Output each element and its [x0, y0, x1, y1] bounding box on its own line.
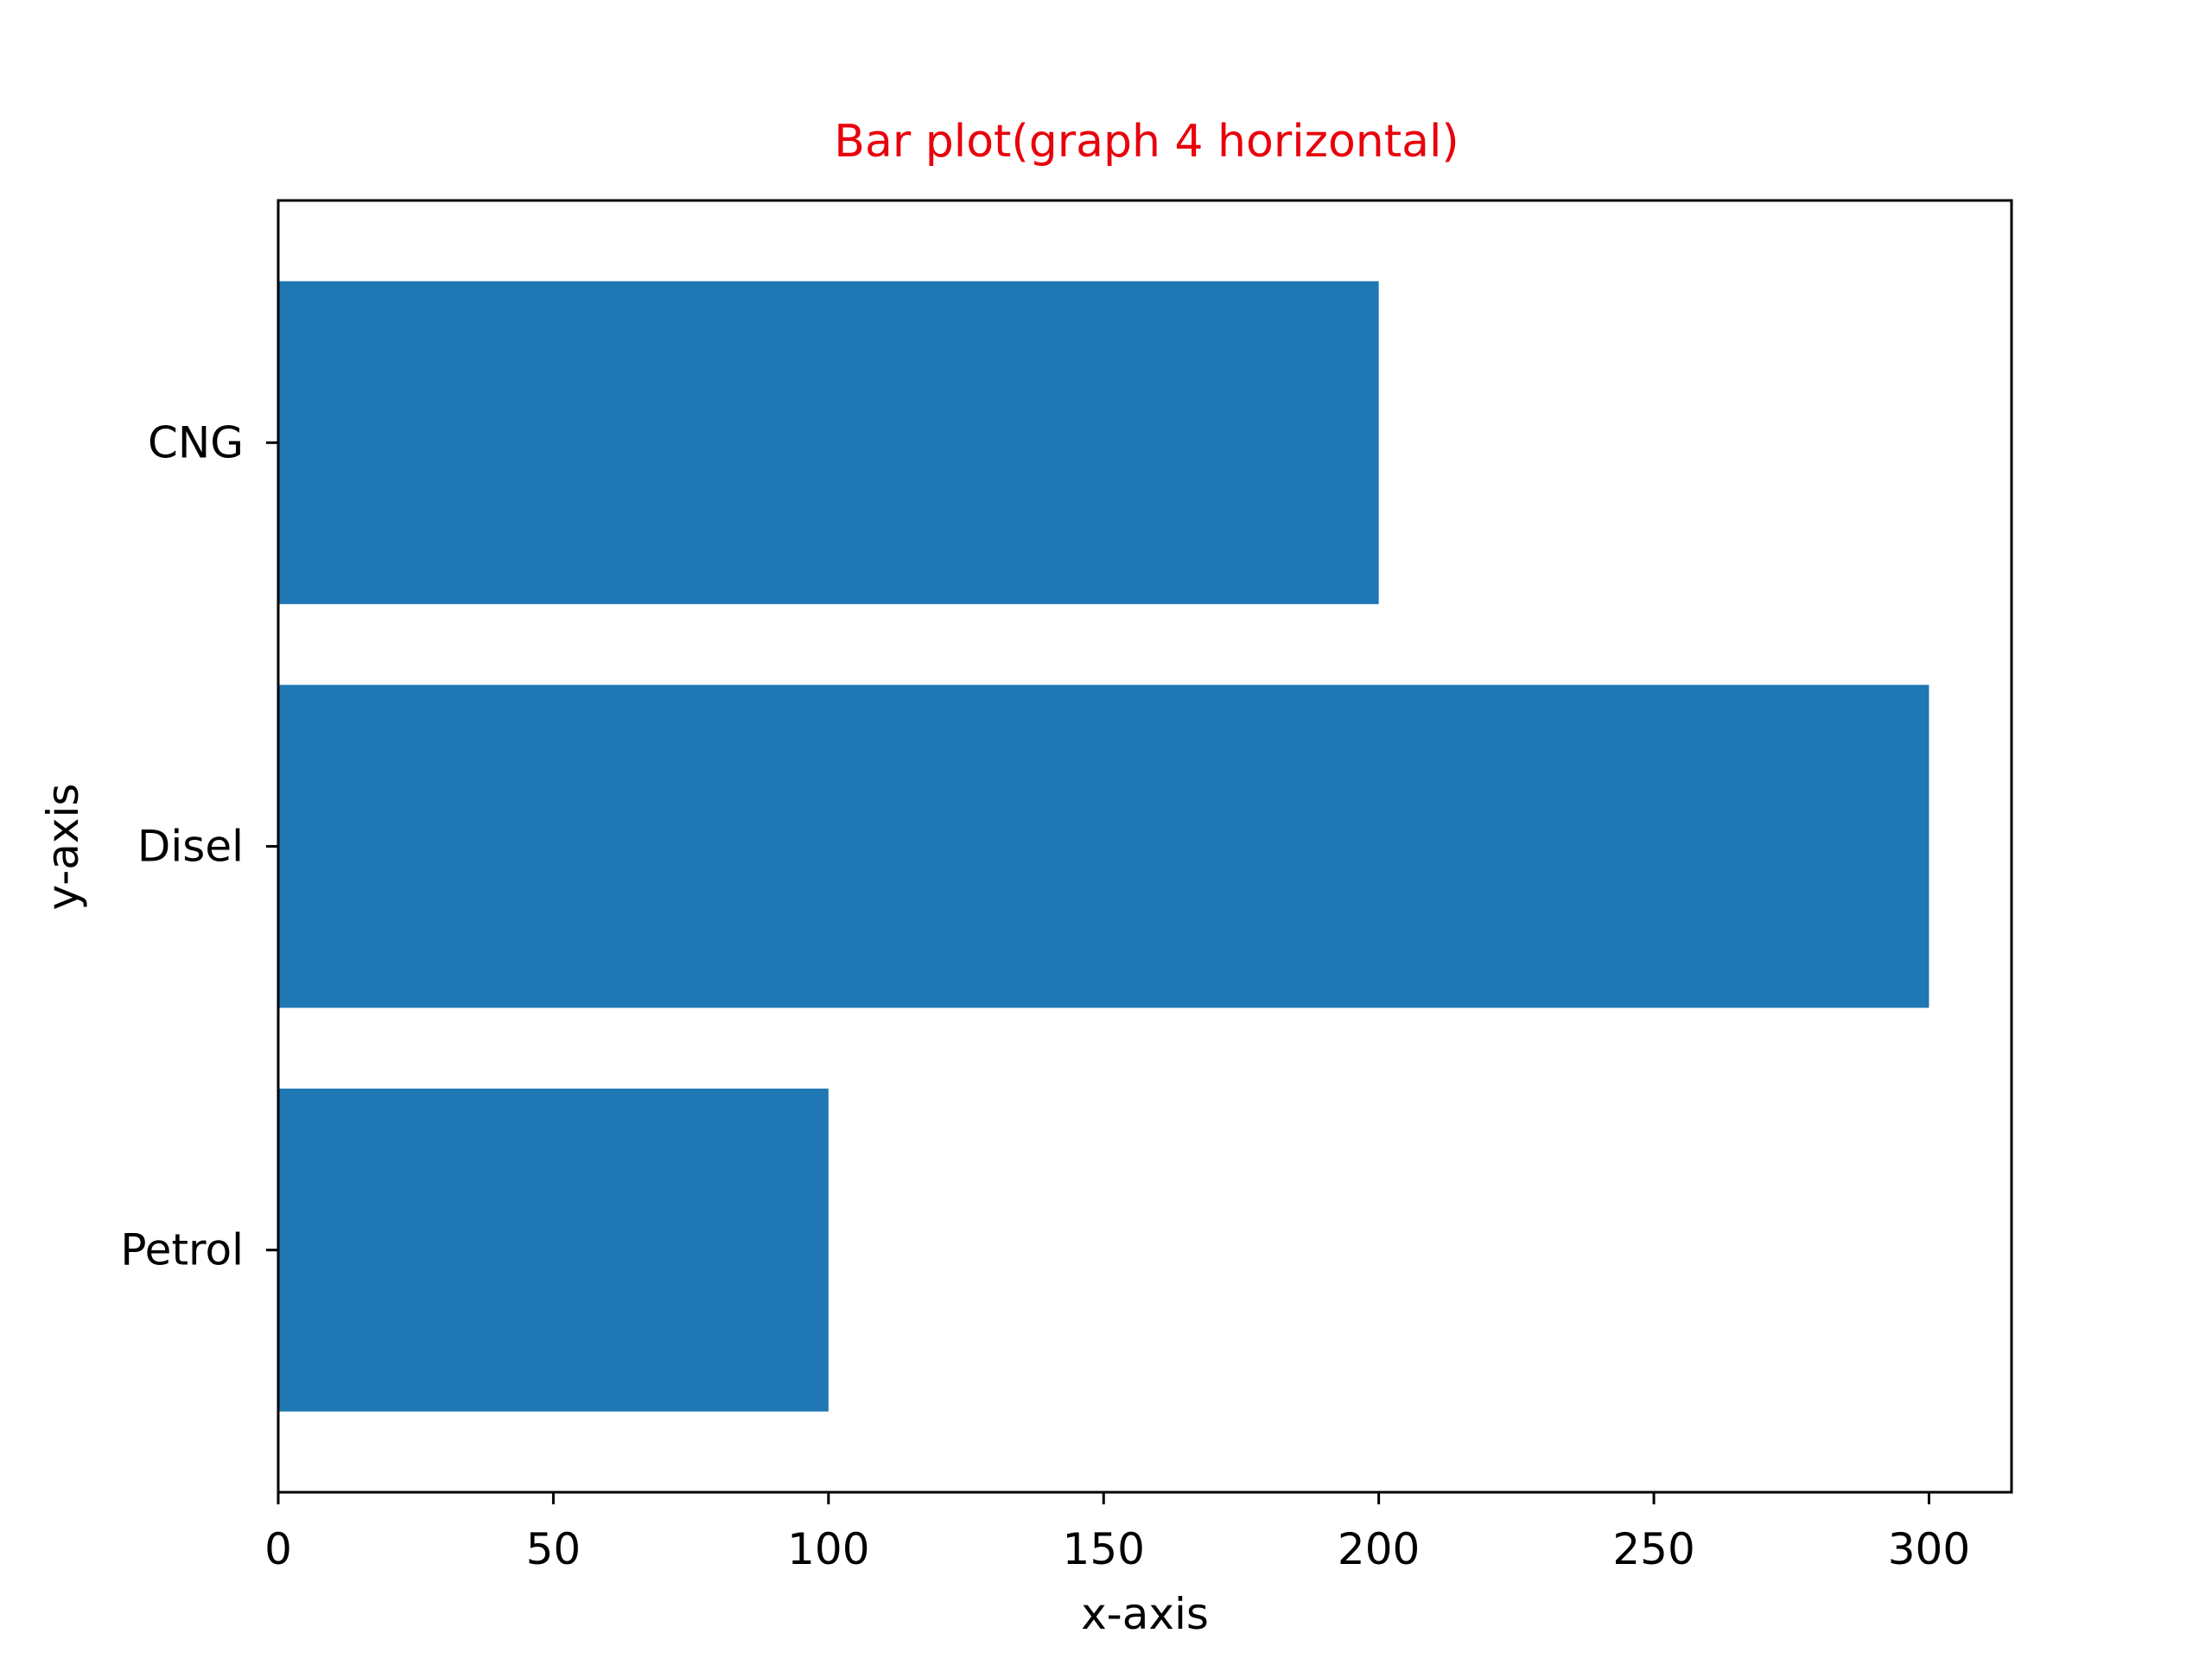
y-ticks-group: Petrol Disel CNG [120, 417, 278, 1275]
y-tick-label: CNG [148, 417, 244, 467]
bar-disel [278, 684, 1929, 1008]
x-tick-label: 0 [264, 1524, 292, 1574]
x-tick-label: 200 [1338, 1524, 1420, 1574]
x-ticks-group: 0 50 100 150 200 250 300 [264, 1492, 1970, 1574]
x-tick-label: 100 [787, 1524, 869, 1574]
x-tick-label: 50 [526, 1524, 582, 1574]
x-tick-label: 150 [1063, 1524, 1145, 1574]
chart-title: Bar plot(graph 4 horizontal) [834, 116, 1459, 168]
bars-group [278, 281, 1929, 1412]
y-tick-label: Petrol [120, 1225, 244, 1275]
y-tick-label: Disel [137, 822, 244, 872]
bar-cng [278, 281, 1379, 605]
x-axis-label: x-axis [1081, 1589, 1209, 1639]
x-tick-label: 300 [1888, 1524, 1970, 1574]
bar-petrol [278, 1088, 829, 1412]
x-tick-label: 250 [1612, 1524, 1694, 1574]
plot-area-frame [276, 199, 2013, 1494]
y-axis-label: y-axis [38, 784, 88, 911]
